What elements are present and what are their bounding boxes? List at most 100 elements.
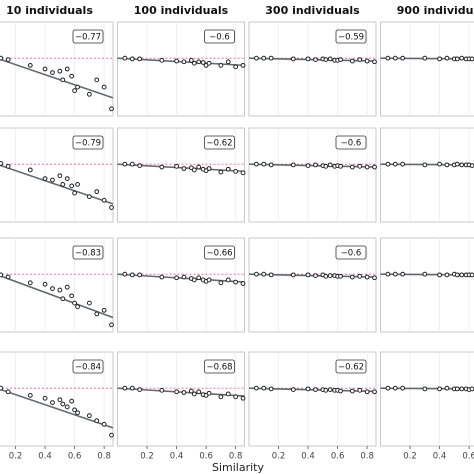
point [422,55,428,61]
point [372,389,377,395]
point [233,168,239,174]
point [454,161,460,167]
point [122,385,128,391]
point [454,272,460,278]
point [188,388,194,394]
x-tick-label: 0.2 [403,452,417,462]
point [129,385,135,391]
point [50,400,55,406]
panel-label: −0.66 [206,249,232,259]
label-box [72,359,104,374]
point [313,162,318,168]
point [349,164,355,170]
point [181,390,187,395]
point [349,58,355,64]
point [437,386,442,392]
point [206,390,212,396]
point [323,57,329,62]
point [225,59,231,65]
point [122,55,128,61]
column-header: 900 individuals [397,4,474,17]
panel-label: −0.6 [341,139,362,149]
point [253,385,259,391]
point [5,57,11,62]
panel-label: −0.6 [209,33,230,43]
point [5,389,11,395]
point [174,163,179,169]
point [109,106,114,112]
point [261,161,267,167]
label-box [204,135,235,150]
point [72,407,78,413]
x-tick-label: 0.4 [170,452,184,462]
point [459,55,465,61]
point [109,205,114,210]
point [253,55,259,61]
point [372,275,377,281]
point [327,387,333,393]
point [196,275,202,281]
point [327,162,333,168]
point [444,272,450,278]
panel-label: −0.68 [206,363,232,373]
label-box [335,29,367,44]
point [349,274,355,280]
point [437,161,442,167]
point [64,284,70,290]
point [372,164,377,170]
point [240,395,246,401]
point [137,272,143,278]
panel-label: −0.6 [341,249,362,259]
point [323,273,329,279]
point [42,395,48,401]
panel-label: −0.79 [75,139,101,149]
point [327,273,333,279]
point [290,272,296,278]
panel-label: −0.77 [75,33,101,43]
point [86,413,92,419]
point [75,84,80,90]
point [454,56,460,62]
point [129,56,135,62]
panel-label: −0.84 [75,363,101,373]
point [101,197,107,203]
label-box [204,29,235,44]
point [469,163,474,168]
point [159,387,165,393]
point [129,272,135,278]
point [69,293,75,299]
point [305,56,311,62]
label-box [72,135,104,150]
point [305,163,311,169]
point [122,271,128,277]
point [290,162,296,168]
point [69,398,75,404]
point [72,190,78,196]
point [206,60,212,66]
x-tick-label: 0.4 [301,452,315,462]
point [400,271,406,277]
point [0,385,4,391]
point [454,386,460,392]
point [57,173,63,179]
point [27,280,33,286]
point [422,271,428,277]
point [57,287,63,293]
panel [380,351,474,447]
point [338,57,343,62]
point [196,164,202,170]
point [159,164,165,170]
point [27,167,33,173]
point [290,387,296,393]
point [218,62,224,68]
x-tick-label: 0.6 [68,452,82,462]
point [261,385,267,391]
point [364,274,370,280]
point [357,273,363,279]
point [137,387,143,393]
point [200,60,206,65]
point [459,272,465,278]
point [327,56,333,62]
point [469,272,474,278]
